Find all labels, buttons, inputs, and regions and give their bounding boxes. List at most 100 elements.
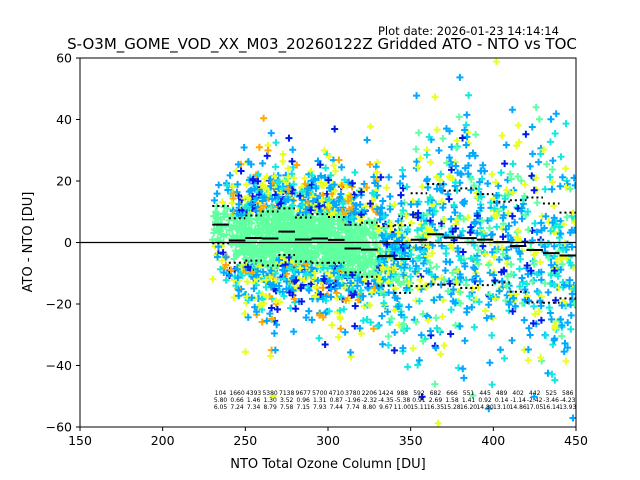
scatter-point [430,296,438,304]
scatter-point [325,201,333,209]
scatter-point [456,212,464,220]
bin-annotation-stds: 15.28 [443,404,460,411]
scatter-point [328,321,336,329]
scatter-point [259,268,267,276]
scatter-point [267,129,275,137]
scatter-point [296,192,304,200]
scatter-point [431,273,439,281]
bin-annotation-counts: 7138 [279,390,294,397]
scatter-point [452,144,460,152]
scatter-point [384,265,392,273]
scatter-point [260,216,268,224]
scatter-point [374,322,382,330]
scatter-point [367,318,375,326]
scatter-point [325,307,333,315]
bin-annotation-stds: 17.05 [526,404,543,411]
scatter-point [416,276,424,284]
scatter-point [495,256,503,264]
scatter-point [414,163,422,171]
scatter-point [508,337,516,345]
scatter-point [399,271,407,279]
scatter-point [345,286,353,294]
scatter-point [305,286,313,294]
scatter-point [377,288,385,296]
scatter-point [525,324,533,332]
scatter-point [495,207,503,215]
scatter-point [413,92,421,100]
scatter-point [549,157,557,165]
scatter-point [374,273,382,281]
scatter-point [270,281,278,289]
scatter-point [535,158,543,166]
scatter-point [562,120,570,128]
bin-annotation-means: 1.46 [247,397,261,404]
scatter-point [483,314,491,322]
scatter-point [337,211,345,219]
scatter-point [537,150,545,158]
scatter-point [493,199,501,207]
scatter-point [416,154,424,162]
scatter-point [216,265,224,273]
bin-annotation-counts: 682 [430,390,442,397]
scatter-point [459,134,467,142]
scatter-point [433,126,441,134]
scatter-point [521,238,529,246]
scatter-point [242,255,250,263]
scatter-point [428,220,436,228]
scatter-point [541,185,549,193]
scatter-point [246,225,254,233]
scatter-point [564,344,572,352]
scatter-point [314,157,322,165]
scatter-point [444,287,452,295]
scatter-point [556,223,564,231]
scatter-point [428,242,436,250]
scatter-point [488,381,496,389]
scatter-point [235,200,243,208]
bin-annotation-means: -3.46 [543,397,559,404]
scatter-point [514,227,522,235]
scatter-point [236,222,244,230]
scatter-point [321,340,329,348]
scatter-point [322,309,330,317]
scatter-point [559,173,567,181]
scatter-point [351,254,359,262]
scatter-point [258,248,266,256]
scatter-point [405,279,413,287]
bin-annotation-means: 1.30 [263,397,277,404]
scatter-point [305,307,313,315]
scatter-point [465,91,473,99]
scatter-point [267,267,275,275]
scatter-point [390,346,398,354]
bin-annotation-counts: 9677 [296,390,311,397]
scatter-point [527,267,535,275]
scatter-point [562,357,570,365]
scatter-point [336,194,344,202]
scatter-point [560,281,568,289]
bin-annotation-stds: 11.00 [394,404,411,411]
scatter-point [225,270,233,278]
scatter-point [341,328,349,336]
scatter-point [383,184,391,192]
scatter-point [403,183,411,191]
scatter-point [455,113,463,121]
scatter-point [504,209,512,217]
scatter-point [492,178,500,186]
scatter-point [233,188,241,196]
scatter-point [540,224,548,232]
scatter-point [361,206,369,214]
scatter-point [242,348,250,356]
scatter-point [498,244,506,252]
scatter-point [569,414,576,422]
scatter-point [533,270,541,278]
scatter-point [546,138,554,146]
chart-title: S-O3M_GOME_VOD_XX_M03_20260122Z Gridded … [67,35,577,53]
scatter-point [505,222,513,230]
scatter-point [344,197,352,205]
scatter-point [514,172,522,180]
scatter-point [438,313,446,321]
scatter-point [479,161,487,169]
scatter-point [282,237,290,245]
scatter-point [398,234,406,242]
scatter-point [393,294,401,302]
